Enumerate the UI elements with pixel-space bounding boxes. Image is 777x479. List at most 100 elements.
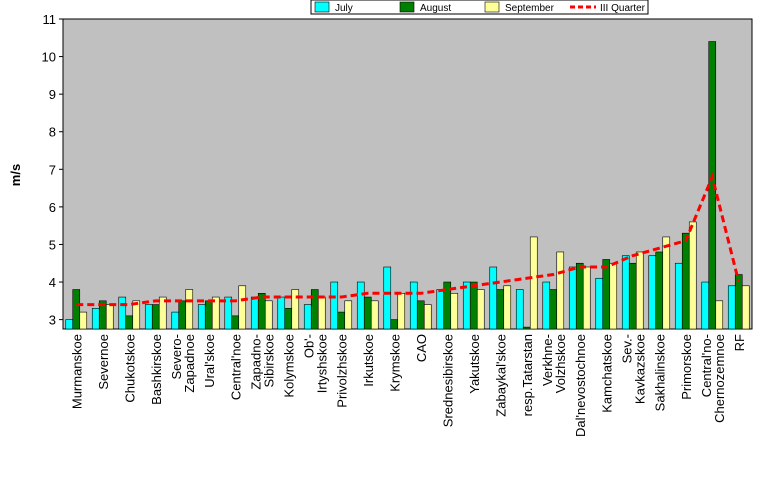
legend-label: September — [505, 3, 555, 14]
x-tick-label: Verkhne- — [540, 334, 555, 386]
bar — [284, 308, 293, 330]
x-tick-label: Kolymskoe — [281, 334, 296, 398]
bar — [575, 262, 584, 330]
bar — [72, 289, 81, 330]
x-tick-label: Yakutskoe — [467, 334, 482, 394]
bar — [197, 304, 206, 330]
x-tick-label: Ob'- — [301, 334, 316, 358]
y-tick-label: 5 — [49, 237, 56, 252]
x-tick-label: Zapadno- — [248, 334, 263, 390]
y-tick-label: 8 — [49, 125, 56, 140]
bar — [628, 262, 637, 330]
x-tick-label: Sibirskoe — [261, 334, 276, 387]
x-tick-label: Krymskoe — [387, 334, 402, 392]
bar — [542, 281, 551, 330]
bar — [310, 289, 319, 330]
bar — [674, 262, 683, 330]
bar — [635, 251, 644, 330]
y-axis-label: m/s — [8, 164, 23, 186]
x-tick-label: Severo- — [169, 334, 184, 380]
bar — [662, 236, 671, 330]
y-tick-label: 3 — [49, 313, 56, 328]
x-tick-label: Chukotskoe — [122, 334, 137, 403]
y-tick-label: 10 — [42, 50, 56, 65]
bar — [65, 319, 74, 330]
bar — [602, 259, 611, 330]
bar — [337, 311, 346, 330]
bar — [291, 289, 300, 330]
bar — [158, 296, 167, 330]
x-tick-label: Central'no- — [699, 334, 714, 397]
legend-swatch — [484, 1, 500, 13]
bar — [582, 266, 591, 330]
bar — [450, 293, 459, 330]
bar — [277, 296, 286, 330]
bar — [370, 300, 379, 330]
bar — [178, 300, 187, 330]
x-tick-label: Irtyshskoe — [314, 334, 329, 393]
x-tick-label: Bashkirskoe — [149, 334, 164, 405]
bar — [595, 277, 604, 330]
bar — [469, 281, 478, 330]
bar — [648, 255, 657, 330]
bar — [118, 296, 127, 330]
bar — [171, 311, 180, 330]
x-tick-label: Irkutskoe — [361, 334, 376, 387]
bar — [701, 281, 710, 330]
bar — [734, 274, 743, 330]
y-tick-label: 9 — [49, 87, 56, 102]
bar — [476, 289, 485, 330]
bar — [609, 262, 618, 330]
bar — [344, 300, 353, 330]
x-tick-label: Dal'nevostochnoe — [573, 334, 588, 437]
bar — [390, 319, 399, 330]
x-tick-label: Volzhskoe — [553, 334, 568, 393]
bar — [397, 293, 406, 330]
x-tick-label: Ural'skoe — [202, 334, 217, 388]
bar — [529, 236, 538, 330]
x-tick-label: Sakhalinskoe — [652, 334, 667, 411]
bar — [489, 266, 498, 330]
x-tick-label: Sev.- — [619, 334, 634, 363]
x-tick-label: Chernozemnoe — [712, 334, 727, 423]
x-tick-label: RF — [732, 334, 747, 351]
bar — [409, 281, 418, 330]
legend-label: III Quarter — [600, 3, 646, 14]
y-tick-label: 4 — [49, 275, 56, 290]
bar — [151, 304, 160, 330]
x-tick-label: Primorskoe — [679, 334, 694, 400]
legend-label: August — [420, 3, 451, 14]
bar — [144, 304, 153, 330]
bar — [688, 221, 697, 330]
bar — [436, 289, 445, 330]
x-tick-label: Zapadnoe — [182, 334, 197, 393]
bar — [515, 289, 524, 330]
bar — [462, 281, 471, 330]
bar — [383, 266, 392, 330]
x-tick-label: Murmanskoe — [69, 334, 84, 409]
bar — [317, 296, 326, 330]
y-tick-label: 6 — [49, 200, 56, 215]
bar — [356, 281, 365, 330]
bar — [91, 308, 100, 330]
bar — [330, 281, 339, 330]
x-tick-label: Zabaykal'skoe — [493, 334, 508, 417]
bar — [211, 296, 220, 330]
bar — [741, 285, 750, 330]
bar — [224, 296, 233, 330]
legend-swatch — [314, 1, 330, 13]
bar — [204, 300, 213, 330]
bar — [655, 251, 664, 330]
bar — [257, 293, 266, 330]
bar — [556, 251, 565, 330]
x-tick-label: Severnoe — [96, 334, 111, 390]
bar — [522, 326, 531, 330]
bar — [568, 266, 577, 330]
bar — [185, 289, 194, 330]
legend-label: July — [335, 3, 353, 14]
bar — [416, 300, 425, 330]
bar — [496, 289, 505, 330]
bar — [79, 311, 88, 330]
y-tick-label: 7 — [49, 162, 56, 177]
